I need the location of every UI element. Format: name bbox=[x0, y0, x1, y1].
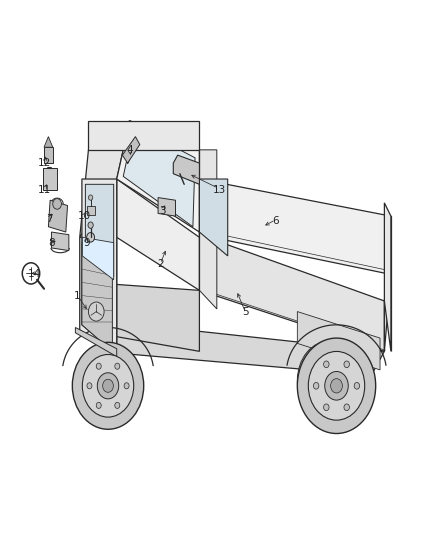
Polygon shape bbox=[82, 179, 117, 354]
Circle shape bbox=[53, 199, 61, 209]
Polygon shape bbox=[297, 312, 380, 370]
Circle shape bbox=[88, 302, 104, 321]
Polygon shape bbox=[85, 184, 114, 277]
Text: 13: 13 bbox=[212, 184, 226, 195]
Circle shape bbox=[96, 402, 101, 408]
Circle shape bbox=[324, 404, 329, 410]
Polygon shape bbox=[44, 136, 53, 147]
Polygon shape bbox=[199, 235, 385, 351]
Polygon shape bbox=[385, 216, 391, 351]
Polygon shape bbox=[88, 120, 199, 150]
Text: 11: 11 bbox=[38, 184, 52, 195]
Circle shape bbox=[72, 342, 144, 429]
Circle shape bbox=[331, 378, 343, 393]
Circle shape bbox=[96, 363, 101, 369]
Polygon shape bbox=[43, 168, 57, 190]
Polygon shape bbox=[199, 179, 391, 274]
Circle shape bbox=[88, 195, 93, 200]
Circle shape bbox=[344, 404, 350, 410]
Circle shape bbox=[115, 402, 120, 408]
Circle shape bbox=[354, 383, 360, 389]
Circle shape bbox=[82, 354, 134, 417]
Circle shape bbox=[87, 383, 92, 389]
Circle shape bbox=[308, 351, 365, 420]
Polygon shape bbox=[97, 322, 385, 375]
Polygon shape bbox=[80, 282, 199, 351]
Polygon shape bbox=[80, 120, 130, 237]
Circle shape bbox=[314, 383, 319, 389]
Circle shape bbox=[102, 379, 113, 392]
Polygon shape bbox=[117, 120, 199, 232]
Circle shape bbox=[97, 373, 119, 399]
Polygon shape bbox=[123, 126, 195, 227]
Polygon shape bbox=[199, 179, 228, 256]
Polygon shape bbox=[75, 327, 117, 357]
Polygon shape bbox=[199, 179, 210, 290]
Polygon shape bbox=[48, 200, 67, 232]
Polygon shape bbox=[158, 198, 176, 216]
Polygon shape bbox=[44, 147, 53, 163]
Text: 1: 1 bbox=[74, 290, 81, 301]
Text: 9: 9 bbox=[83, 238, 89, 248]
Polygon shape bbox=[82, 237, 114, 280]
Text: 4: 4 bbox=[127, 145, 133, 155]
Text: 3: 3 bbox=[159, 206, 166, 216]
Circle shape bbox=[325, 372, 348, 400]
Text: 10: 10 bbox=[78, 211, 91, 221]
Circle shape bbox=[115, 363, 120, 369]
Polygon shape bbox=[122, 136, 140, 163]
Polygon shape bbox=[80, 237, 117, 354]
Polygon shape bbox=[82, 243, 113, 351]
Text: 5: 5 bbox=[242, 306, 248, 317]
Text: 7: 7 bbox=[46, 214, 53, 224]
Text: 6: 6 bbox=[272, 216, 279, 227]
Text: 8: 8 bbox=[48, 238, 55, 248]
Circle shape bbox=[88, 222, 93, 228]
Polygon shape bbox=[51, 232, 69, 251]
Text: 12: 12 bbox=[38, 158, 52, 168]
Polygon shape bbox=[199, 150, 217, 309]
Polygon shape bbox=[173, 155, 199, 184]
Polygon shape bbox=[117, 179, 199, 290]
Text: 2: 2 bbox=[157, 259, 163, 269]
Circle shape bbox=[297, 341, 363, 420]
Circle shape bbox=[124, 383, 129, 389]
Circle shape bbox=[87, 232, 95, 242]
Circle shape bbox=[297, 338, 376, 433]
Text: 14: 14 bbox=[28, 270, 41, 279]
Circle shape bbox=[324, 361, 329, 368]
Polygon shape bbox=[87, 206, 95, 215]
Polygon shape bbox=[385, 203, 391, 351]
Circle shape bbox=[344, 361, 350, 368]
